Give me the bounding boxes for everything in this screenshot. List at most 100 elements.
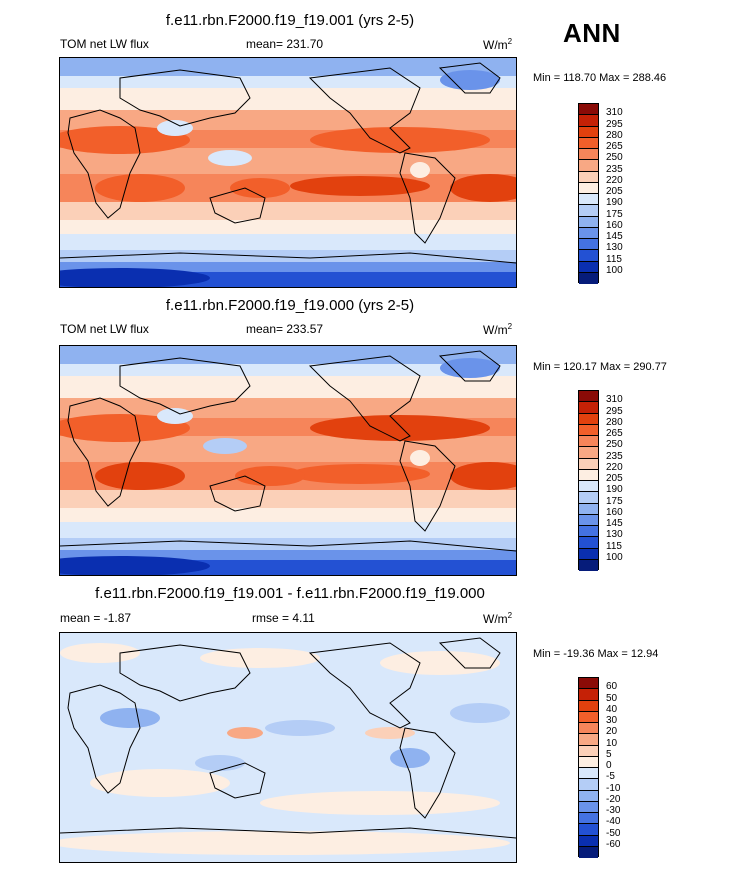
colorbar-swatch — [579, 424, 598, 436]
colorbar-swatch — [579, 115, 598, 127]
colorbar-swatch — [579, 272, 598, 284]
colorbar-swatch — [579, 402, 598, 414]
colorbar-swatch — [579, 801, 598, 813]
colorbar-swatch — [579, 492, 598, 504]
colorbar-swatch — [579, 126, 598, 138]
panel-2-colorbar — [578, 390, 599, 571]
panel-2-title: f.e11.rbn.F2000.f19_f19.000 (yrs 2-5) — [165, 297, 415, 314]
colorbar-swatch — [579, 182, 598, 194]
colorbar-tick-label: 130 — [606, 242, 623, 254]
colorbar-swatch — [579, 537, 598, 549]
panel-1-variable-label: TOM net LW flux — [60, 37, 149, 51]
colorbar-swatch — [579, 835, 598, 847]
colorbar-tick-label: 280 — [606, 129, 623, 141]
colorbar-swatch — [579, 391, 598, 403]
colorbar-swatch — [579, 824, 598, 836]
colorbar-tick-label: 160 — [606, 219, 623, 231]
season-label: ANN — [563, 18, 621, 48]
colorbar-tick-label: 175 — [606, 495, 623, 507]
panel-3-mean-label: mean = -1.87 — [60, 611, 132, 625]
colorbar-swatch — [579, 711, 598, 723]
panel-1-units: W/m2 — [483, 37, 513, 52]
panel-3-colorbar — [578, 677, 599, 858]
colorbar-swatch — [579, 503, 598, 515]
panel-1-minmax: Min = 118.70 Max = 288.46 — [533, 72, 667, 84]
colorbar-tick-label: 145 — [606, 231, 623, 242]
panel-2-map-svg — [60, 346, 516, 575]
colorbar-tick-label: 10 — [606, 737, 618, 749]
colorbar-tick-label: 235 — [606, 163, 623, 175]
colorbar-tick-label: 280 — [606, 416, 623, 428]
colorbar-swatch — [579, 194, 598, 206]
colorbar-tick-label: 5 — [606, 748, 612, 760]
colorbar-tick-label: -20 — [606, 793, 621, 805]
colorbar-swatch — [579, 171, 598, 183]
colorbar-tick-label: 235 — [606, 450, 623, 462]
colorbar-tick-label: -10 — [606, 782, 621, 794]
colorbar-swatch — [579, 205, 598, 217]
colorbar-tick-label: 40 — [606, 703, 618, 715]
colorbar-swatch — [579, 756, 598, 768]
colorbar-swatch — [579, 790, 598, 802]
colorbar-swatch — [579, 137, 598, 149]
panel-2-minmax: Min = 120.17 Max = 290.77 — [533, 361, 667, 373]
colorbar-swatch — [579, 813, 598, 825]
colorbar-swatch — [579, 481, 598, 493]
panel-3-title: f.e11.rbn.F2000.f19_f19.001 - f.e11.rbn.… — [95, 585, 485, 602]
colorbar-tick-label: 265 — [606, 141, 623, 152]
panel-3-units: W/m2 — [483, 611, 513, 626]
colorbar-swatch — [579, 261, 598, 273]
panel-1-colorbar — [578, 103, 599, 284]
colorbar-swatch — [579, 734, 598, 746]
colorbar-tick-label: 250 — [606, 152, 623, 164]
panel-1-mean-label: mean= 231.70 — [246, 37, 324, 51]
colorbar-swatch — [579, 689, 598, 701]
panel-2-map — [59, 345, 517, 576]
colorbar-tick-label: 145 — [606, 518, 623, 529]
panel-2-units: W/m2 — [483, 322, 513, 337]
colorbar-tick-label: 220 — [606, 174, 623, 186]
colorbar-tick-label: 100 — [606, 551, 623, 563]
panel-3-minmax: Min = -19.36 Max = 12.94 — [533, 648, 659, 660]
colorbar-swatch — [579, 160, 598, 172]
colorbar-tick-label: 220 — [606, 461, 623, 473]
panel-3-rmse-label: rmse = 4.11 — [252, 611, 315, 625]
colorbar-swatch — [579, 678, 598, 690]
colorbar-tick-label: 310 — [606, 394, 623, 406]
colorbar-swatch — [579, 700, 598, 712]
colorbar-tick-label: 160 — [606, 506, 623, 518]
colorbar-swatch — [579, 458, 598, 470]
colorbar-tick-label: 295 — [606, 405, 623, 417]
colorbar-swatch — [579, 149, 598, 161]
colorbar-tick-label: 205 — [606, 186, 623, 197]
colorbar-tick-label: 295 — [606, 118, 623, 130]
colorbar-swatch — [579, 745, 598, 757]
colorbar-swatch — [579, 250, 598, 262]
colorbar-swatch — [579, 239, 598, 251]
colorbar-swatch — [579, 723, 598, 735]
colorbar-tick-label: 130 — [606, 529, 623, 541]
colorbar-swatch — [579, 526, 598, 538]
colorbar-tick-label: -30 — [606, 805, 621, 816]
colorbar-tick-label: 20 — [606, 726, 618, 738]
panel-2-variable-label: TOM net LW flux — [60, 322, 149, 336]
colorbar-swatch — [579, 216, 598, 228]
colorbar-swatch — [579, 469, 598, 481]
colorbar-swatch — [579, 227, 598, 239]
colorbar-tick-label: 175 — [606, 208, 623, 220]
panel-1-map-svg — [60, 58, 516, 287]
colorbar-tick-label: -5 — [606, 771, 615, 783]
colorbar-tick-label: 30 — [606, 715, 618, 726]
colorbar-tick-label: 50 — [606, 692, 618, 704]
colorbar-tick-label: -40 — [606, 816, 621, 828]
colorbar-tick-label: 115 — [606, 540, 622, 552]
colorbar-tick-label: 250 — [606, 439, 623, 451]
colorbar-tick-label: 115 — [606, 253, 622, 265]
colorbar-swatch — [579, 768, 598, 780]
colorbar-tick-label: 0 — [606, 760, 612, 771]
colorbar-tick-label: 265 — [606, 428, 623, 439]
colorbar-tick-label: 205 — [606, 473, 623, 484]
colorbar-swatch — [579, 559, 598, 571]
colorbar-tick-label: 190 — [606, 484, 623, 496]
colorbar-swatch — [579, 413, 598, 425]
